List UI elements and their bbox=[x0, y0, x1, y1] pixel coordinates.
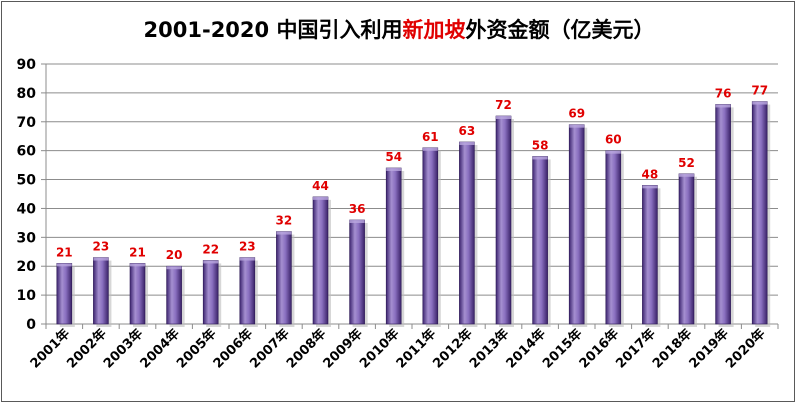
x-tick-label: 2011年 bbox=[393, 326, 439, 372]
y-axis: 0 10 20 30 40 50 60 70 80 90 bbox=[17, 57, 37, 333]
bar-layer bbox=[56, 101, 771, 328]
bar bbox=[129, 263, 146, 325]
bar-cap bbox=[459, 142, 475, 145]
bar-cap bbox=[422, 147, 438, 151]
data-label: 48 bbox=[642, 167, 659, 181]
x-tick-label: 2016年 bbox=[576, 326, 622, 372]
data-label: 72 bbox=[495, 98, 512, 112]
title-prefix: 2001-2020 中国引入利用 bbox=[143, 18, 403, 42]
data-label: 69 bbox=[568, 107, 585, 121]
x-tick-label: 2019年 bbox=[686, 326, 732, 372]
x-tick-label: 2005年 bbox=[173, 326, 219, 372]
chart-title: 2001-2020 中国引入利用新加坡外资金额（亿美元） bbox=[0, 14, 798, 44]
y-tick-label: 20 bbox=[17, 259, 37, 275]
x-tick-label: 2018年 bbox=[649, 326, 695, 372]
bar-cap bbox=[569, 124, 585, 128]
title-suffix: 外资金额（亿美元） bbox=[465, 18, 655, 42]
bar-cap bbox=[715, 104, 731, 108]
x-tick-label: 2004年 bbox=[137, 326, 183, 372]
data-label: 63 bbox=[459, 124, 476, 138]
y-tick-label: 80 bbox=[17, 86, 37, 102]
bar-cap bbox=[276, 231, 292, 235]
bar-cap bbox=[239, 257, 255, 261]
y-tick-label: 10 bbox=[17, 288, 37, 304]
data-label: 76 bbox=[715, 86, 732, 100]
y-tick-label: 60 bbox=[17, 144, 37, 160]
bar bbox=[495, 115, 512, 325]
bar-cap bbox=[752, 101, 768, 105]
x-tick-label: 2012年 bbox=[430, 326, 476, 372]
x-tick-label: 2008年 bbox=[283, 326, 329, 372]
data-label: 20 bbox=[166, 248, 183, 262]
data-label: 44 bbox=[312, 179, 329, 193]
data-label: 52 bbox=[678, 156, 695, 170]
bar bbox=[715, 104, 731, 325]
x-tick-label: 2015年 bbox=[539, 326, 585, 372]
y-tick-label: 70 bbox=[17, 115, 37, 131]
y-tick-label: 40 bbox=[17, 201, 37, 217]
data-label: 60 bbox=[605, 133, 622, 147]
data-label: 54 bbox=[385, 150, 402, 164]
bar bbox=[166, 265, 182, 325]
bar-cap bbox=[679, 173, 694, 177]
data-label: 77 bbox=[751, 84, 768, 98]
grid-layer bbox=[41, 63, 779, 329]
bar-cap bbox=[605, 150, 621, 154]
data-label: 32 bbox=[276, 214, 293, 228]
bar bbox=[422, 147, 439, 325]
x-tick-label: 2010年 bbox=[356, 326, 402, 372]
bar bbox=[751, 101, 768, 325]
x-tick-label: 2014年 bbox=[503, 326, 549, 372]
bar-cap bbox=[386, 168, 402, 171]
y-tick-label: 0 bbox=[26, 317, 36, 333]
x-tick-label: 2017年 bbox=[613, 326, 659, 372]
bar bbox=[202, 260, 219, 325]
data-label: 36 bbox=[349, 202, 366, 216]
data-label: 22 bbox=[202, 242, 219, 256]
bar-cap bbox=[166, 266, 182, 270]
x-tick-label: 2002年 bbox=[64, 326, 110, 372]
bar bbox=[532, 156, 548, 325]
bar-cap bbox=[349, 220, 365, 223]
bar bbox=[93, 257, 109, 325]
bar bbox=[239, 257, 256, 325]
bar bbox=[312, 196, 329, 325]
x-tick-label: 2003年 bbox=[100, 326, 146, 372]
title-highlight: 新加坡 bbox=[402, 18, 466, 42]
data-label: 58 bbox=[532, 138, 549, 152]
bar-cap bbox=[313, 196, 328, 200]
data-label: 21 bbox=[56, 245, 73, 259]
y-tick-label: 50 bbox=[17, 173, 37, 189]
bar-cap bbox=[496, 116, 511, 119]
bar bbox=[459, 141, 475, 325]
label-layer: 21 23 21 20 22 23 32 44 36 54 61 63 72 58 69 60 48 52 76 77 bbox=[56, 84, 768, 263]
x-tick-label: 2007年 bbox=[247, 326, 293, 372]
bar bbox=[56, 263, 73, 325]
bar-cap bbox=[93, 257, 109, 261]
bar-cap bbox=[642, 185, 658, 189]
bar-cap bbox=[532, 156, 548, 160]
x-tick-label: 2013年 bbox=[466, 326, 512, 372]
data-label: 21 bbox=[129, 245, 146, 259]
data-label: 23 bbox=[239, 240, 256, 254]
x-axis: 2001年2002年2003年2004年2005年2006年2007年2008年… bbox=[27, 326, 768, 372]
y-tick-label: 90 bbox=[17, 57, 37, 73]
bar-cap bbox=[56, 263, 72, 267]
bar bbox=[605, 150, 622, 325]
bar-cap bbox=[130, 263, 145, 267]
bar bbox=[276, 231, 292, 325]
bar-cap bbox=[203, 260, 219, 264]
x-tick-label: 2006年 bbox=[210, 326, 256, 372]
bar bbox=[385, 167, 402, 325]
y-tick-label: 30 bbox=[17, 230, 37, 246]
bar bbox=[568, 124, 585, 325]
x-tick-label: 2009年 bbox=[320, 326, 366, 372]
x-tick-label: 2020年 bbox=[722, 326, 768, 372]
data-label: 23 bbox=[93, 240, 110, 254]
data-label: 61 bbox=[422, 130, 439, 144]
bar bbox=[678, 173, 695, 325]
bar bbox=[642, 185, 658, 325]
bar bbox=[349, 219, 365, 325]
